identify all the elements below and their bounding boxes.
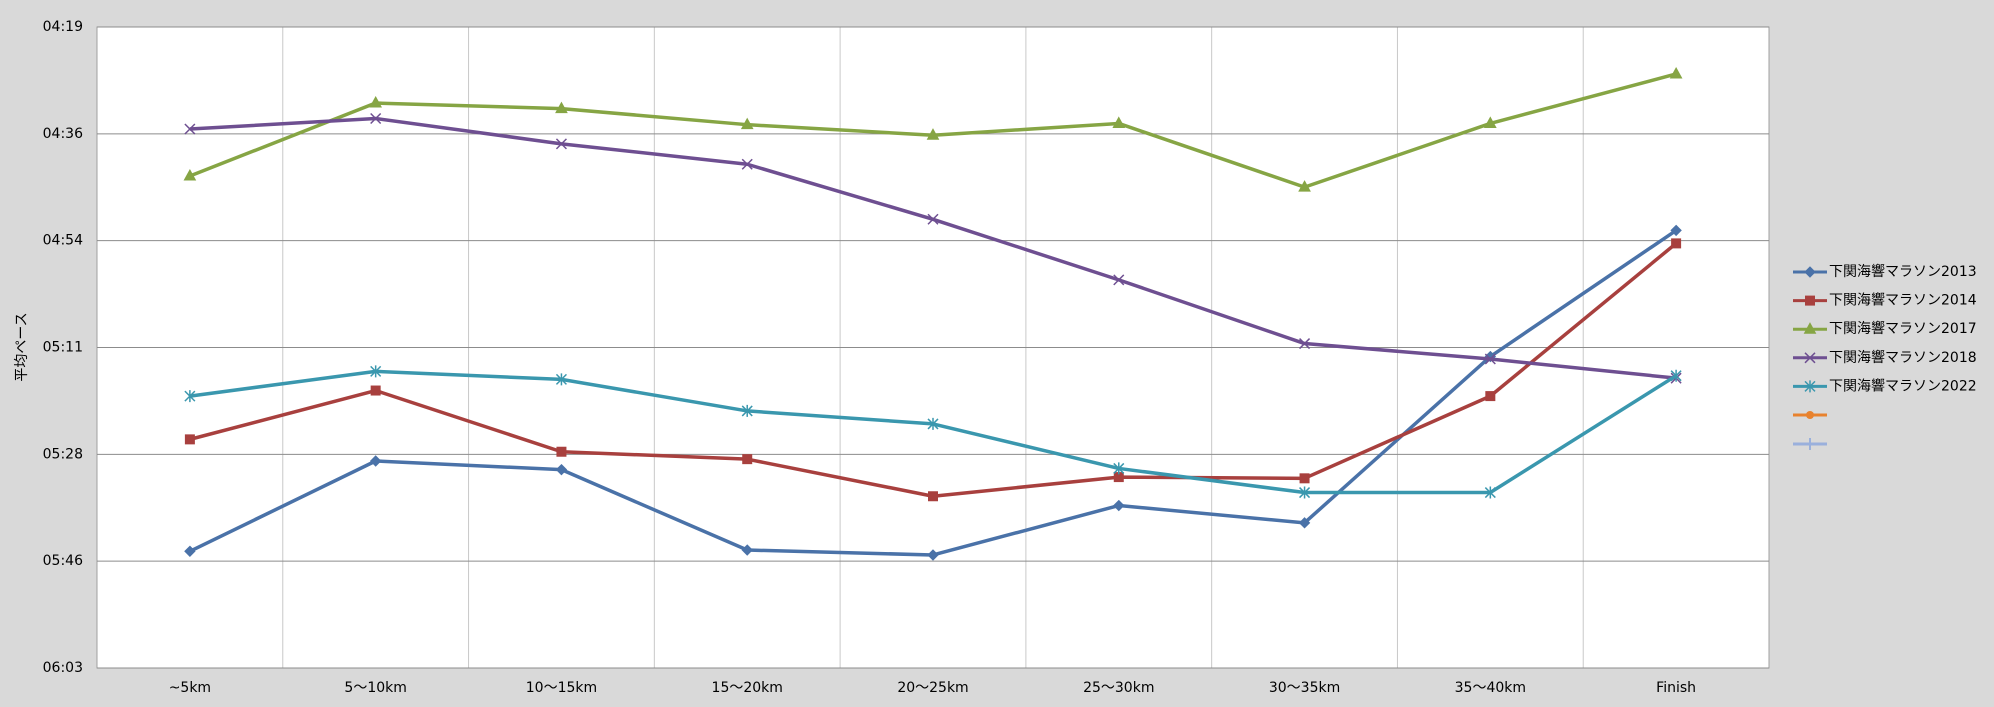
y-tick-label: 04:19 bbox=[43, 19, 83, 35]
marker bbox=[369, 96, 383, 108]
marker bbox=[555, 463, 568, 476]
series bbox=[183, 66, 1683, 192]
marker bbox=[1299, 486, 1311, 499]
marker bbox=[1671, 238, 1682, 249]
marker bbox=[926, 128, 940, 140]
marker bbox=[1113, 499, 1125, 512]
x-tick-label: 5～10km bbox=[344, 680, 406, 696]
marker bbox=[1669, 66, 1683, 79]
marker bbox=[1670, 224, 1682, 237]
legend-label: 下関海響マラソン2018 bbox=[1829, 349, 1977, 366]
marker bbox=[1299, 338, 1311, 350]
marker bbox=[927, 417, 939, 430]
series bbox=[184, 112, 1682, 384]
marker bbox=[184, 123, 196, 135]
x-tick-label: 15～20km bbox=[712, 680, 783, 696]
marker bbox=[742, 454, 753, 465]
x-tick-label: 30～35km bbox=[1269, 680, 1340, 696]
marker bbox=[183, 168, 197, 181]
marker bbox=[740, 117, 754, 130]
legend-label: 下関海響マラソン2022 bbox=[1829, 377, 1977, 394]
x-tick-label: ~5km bbox=[169, 680, 211, 696]
legend-label: 下関海響マラソン2017 bbox=[1829, 320, 1977, 337]
y-axis-title: 平均ペース bbox=[14, 312, 30, 381]
marker bbox=[184, 434, 195, 445]
series bbox=[184, 238, 1682, 502]
y-tick-label: 06:03 bbox=[43, 660, 83, 676]
marker bbox=[741, 544, 753, 556]
y-tick-label: 05:28 bbox=[43, 446, 83, 462]
marker bbox=[1298, 180, 1311, 192]
marker bbox=[555, 138, 567, 150]
marker bbox=[1804, 352, 1816, 364]
marker bbox=[927, 213, 939, 225]
marker bbox=[555, 373, 567, 386]
marker bbox=[556, 446, 567, 457]
y-tick-label: 04:54 bbox=[43, 233, 83, 249]
marker bbox=[741, 158, 753, 170]
marker bbox=[1299, 473, 1310, 484]
series bbox=[184, 365, 1682, 499]
x-tick-label: 35～40km bbox=[1455, 680, 1526, 696]
marker bbox=[1803, 322, 1817, 334]
marker bbox=[1483, 116, 1497, 128]
marker bbox=[370, 112, 382, 125]
marker bbox=[1484, 486, 1496, 499]
marker bbox=[1112, 116, 1126, 128]
legend-empty-entries bbox=[1793, 411, 1827, 450]
y-tick-label: 05:11 bbox=[43, 340, 83, 356]
marker bbox=[1113, 462, 1125, 475]
x-tick-label: 25～30km bbox=[1083, 680, 1154, 696]
y-tick-label: 05:46 bbox=[43, 553, 83, 569]
marker bbox=[1804, 380, 1816, 393]
marker bbox=[1485, 391, 1496, 402]
marker bbox=[928, 491, 938, 502]
legend-label: 下関海響マラソン2013 bbox=[1829, 263, 1977, 280]
y-tick-label: 04:36 bbox=[43, 126, 83, 142]
marker bbox=[1805, 295, 1815, 306]
marker bbox=[1113, 274, 1125, 286]
marker bbox=[370, 365, 382, 378]
marker bbox=[1484, 353, 1496, 365]
marker bbox=[1804, 266, 1816, 278]
series bbox=[184, 224, 1682, 561]
legend-marker bbox=[1806, 411, 1814, 419]
marker bbox=[555, 101, 568, 114]
x-tick-label: 10～15km bbox=[526, 680, 597, 696]
marker bbox=[370, 385, 381, 396]
marker bbox=[184, 545, 196, 557]
marker bbox=[1298, 517, 1311, 529]
marker bbox=[927, 549, 939, 561]
legend-label: 下関海響マラソン2014 bbox=[1829, 292, 1977, 309]
marker bbox=[369, 455, 382, 467]
marker bbox=[184, 390, 196, 403]
marker bbox=[1670, 369, 1682, 382]
marker bbox=[741, 404, 753, 417]
x-tick-label: 20～25km bbox=[897, 680, 968, 696]
x-tick-label: Finish bbox=[1656, 680, 1696, 696]
